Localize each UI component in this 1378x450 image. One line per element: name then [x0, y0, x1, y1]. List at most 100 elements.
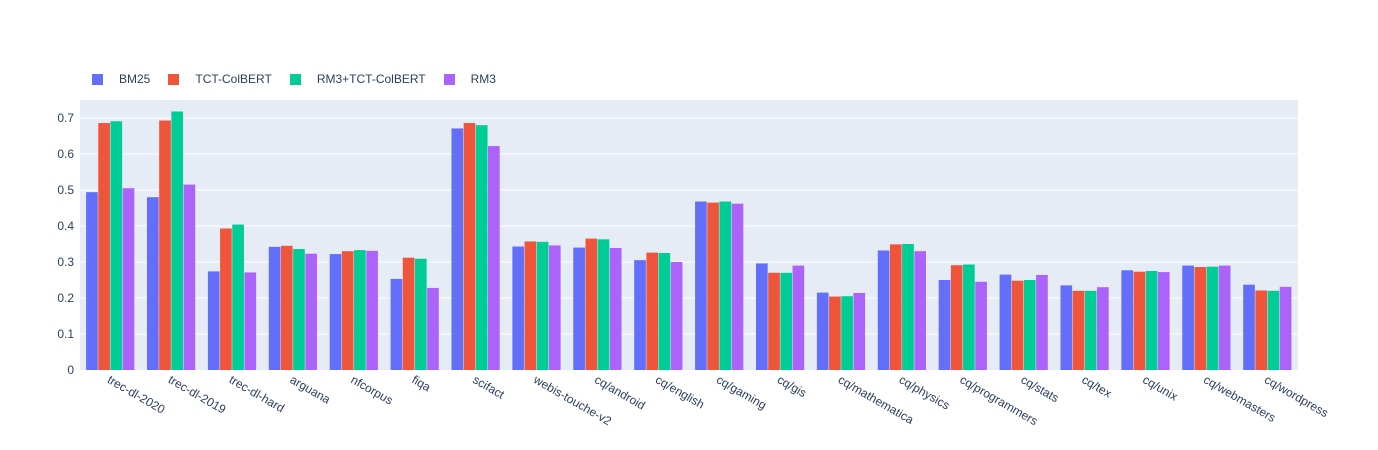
bar-bm25-1[interactable]	[146, 197, 159, 370]
bar-rm3-4[interactable]	[366, 250, 378, 370]
bar-bm25-19[interactable]	[1243, 284, 1255, 370]
bar-tct-colbert-13[interactable]	[889, 244, 902, 370]
bar-rm3-tct-colbert-0[interactable]	[110, 121, 123, 371]
bar-rm3-tct-colbert-19[interactable]	[1267, 290, 1280, 370]
bar-rm3-tct-colbert-11[interactable]	[780, 272, 793, 370]
y-tick-label: 0.5	[57, 183, 74, 197]
bar-rm3-3[interactable]	[305, 253, 318, 370]
bar-tct-colbert-14[interactable]	[950, 265, 963, 370]
bar-bm25-13[interactable]	[877, 250, 890, 370]
bar-bm25-5[interactable]	[390, 278, 403, 370]
y-tick-label: 0	[67, 363, 74, 377]
bar-rm3-tct-colbert-12[interactable]	[841, 296, 853, 370]
bar-tct-colbert-0[interactable]	[98, 123, 110, 370]
bar-tct-colbert-10[interactable]	[707, 202, 719, 370]
bar-rm3-9[interactable]	[670, 262, 683, 370]
bar-bm25-10[interactable]	[695, 201, 707, 370]
bar-rm3-tct-colbert-6[interactable]	[475, 125, 488, 370]
bar-rm3-7[interactable]	[548, 245, 561, 370]
bar-tct-colbert-6[interactable]	[463, 123, 476, 370]
legend-swatch	[289, 73, 301, 85]
bar-bm25-16[interactable]	[1060, 285, 1073, 370]
legend-item[interactable]: RM3+TCT-ColBERT	[289, 72, 426, 86]
bar-tct-colbert-18[interactable]	[1194, 267, 1207, 370]
legend-item[interactable]: RM3	[443, 72, 496, 86]
bar-bm25-18[interactable]	[1182, 265, 1194, 370]
bar-bm25-8[interactable]	[573, 247, 585, 370]
bar-tct-colbert-1[interactable]	[159, 120, 171, 371]
bar-rm3-tct-colbert-17[interactable]	[1145, 271, 1158, 370]
legend-item[interactable]: TCT-ColBERT	[168, 72, 272, 86]
bar-rm3-tct-colbert-3[interactable]	[293, 249, 305, 370]
bar-tct-colbert-16[interactable]	[1072, 290, 1085, 370]
bar-bm25-12[interactable]	[816, 292, 829, 370]
bar-rm3-19[interactable]	[1279, 286, 1292, 370]
bar-rm3-tct-colbert-7[interactable]	[536, 241, 549, 370]
bar-tct-colbert-4[interactable]	[341, 251, 354, 370]
x-tick-label: trec-dl-2020	[105, 372, 168, 416]
x-tick-label: nfcorpus	[349, 372, 396, 407]
bar-rm3-tct-colbert-18[interactable]	[1206, 266, 1219, 370]
x-tick-label: trec-dl-2019	[166, 372, 229, 416]
y-tick-label: 0.3	[57, 255, 74, 269]
bar-tct-colbert-11[interactable]	[768, 272, 780, 370]
bar-rm3-8[interactable]	[609, 247, 622, 370]
legend-label: TCT-ColBERT	[195, 72, 272, 86]
bar-tct-colbert-3[interactable]	[280, 245, 293, 370]
bar-tct-colbert-12[interactable]	[829, 296, 841, 370]
legend-item[interactable]: BM25	[92, 72, 150, 86]
bar-rm3-tct-colbert-10[interactable]	[719, 201, 732, 370]
bar-rm3-6[interactable]	[488, 146, 500, 370]
bar-rm3-1[interactable]	[183, 184, 196, 370]
bar-rm3-tct-colbert-5[interactable]	[414, 258, 427, 370]
bar-tct-colbert-9[interactable]	[646, 252, 659, 370]
bar-bm25-0[interactable]	[86, 192, 98, 370]
bar-bm25-17[interactable]	[1121, 270, 1134, 370]
bar-rm3-tct-colbert-14[interactable]	[963, 264, 975, 370]
bar-bm25-11[interactable]	[755, 263, 768, 370]
bar-rm3-tct-colbert-13[interactable]	[902, 244, 914, 370]
bar-rm3-14[interactable]	[975, 281, 987, 370]
bar-tct-colbert-19[interactable]	[1255, 290, 1268, 370]
bar-rm3-11[interactable]	[792, 265, 805, 370]
bar-rm3-16[interactable]	[1097, 287, 1109, 370]
bar-rm3-5[interactable]	[427, 287, 439, 370]
bar-tct-colbert-7[interactable]	[524, 241, 537, 370]
bar-rm3-tct-colbert-15[interactable]	[1023, 280, 1036, 370]
x-tick-label: cq/physics	[897, 372, 953, 412]
bar-bm25-6[interactable]	[451, 128, 464, 370]
bar-rm3-tct-colbert-8[interactable]	[597, 239, 610, 370]
y-tick-label: 0.7	[57, 111, 74, 125]
bar-bm25-7[interactable]	[512, 246, 525, 370]
bar-rm3-tct-colbert-1[interactable]	[171, 111, 184, 371]
bar-tct-colbert-15[interactable]	[1011, 280, 1024, 370]
bar-rm3-2[interactable]	[244, 272, 257, 370]
x-tick-label: cq/android	[592, 372, 648, 412]
bar-rm3-10[interactable]	[731, 203, 744, 370]
bar-rm3-18[interactable]	[1218, 265, 1231, 370]
bar-bm25-3[interactable]	[268, 246, 281, 370]
bar-rm3-15[interactable]	[1036, 274, 1048, 370]
bar-rm3-0[interactable]	[122, 188, 135, 370]
legend: BM25 TCT-ColBERT RM3+TCT-ColBERT RM3	[92, 72, 514, 86]
bar-rm3-17[interactable]	[1157, 272, 1170, 370]
bar-bm25-15[interactable]	[999, 274, 1012, 370]
bar-rm3-tct-colbert-4[interactable]	[354, 250, 366, 370]
bar-tct-colbert-8[interactable]	[585, 238, 598, 370]
bar-rm3-13[interactable]	[914, 251, 927, 370]
bar-bm25-4[interactable]	[329, 254, 342, 370]
bar-tct-colbert-5[interactable]	[402, 257, 415, 370]
bar-tct-colbert-17[interactable]	[1133, 271, 1146, 370]
bar-tct-colbert-2[interactable]	[220, 228, 232, 370]
bar-bm25-9[interactable]	[634, 260, 646, 370]
bar-rm3-tct-colbert-16[interactable]	[1084, 290, 1097, 370]
bar-rm3-tct-colbert-2[interactable]	[232, 224, 244, 370]
bar-rm3-tct-colbert-9[interactable]	[658, 253, 671, 370]
x-tick-label: cq/gaming	[714, 372, 769, 412]
bar-rm3-12[interactable]	[853, 292, 866, 370]
bars	[86, 111, 1292, 371]
bar-bm25-2[interactable]	[207, 271, 220, 370]
bar-bm25-14[interactable]	[938, 280, 951, 370]
